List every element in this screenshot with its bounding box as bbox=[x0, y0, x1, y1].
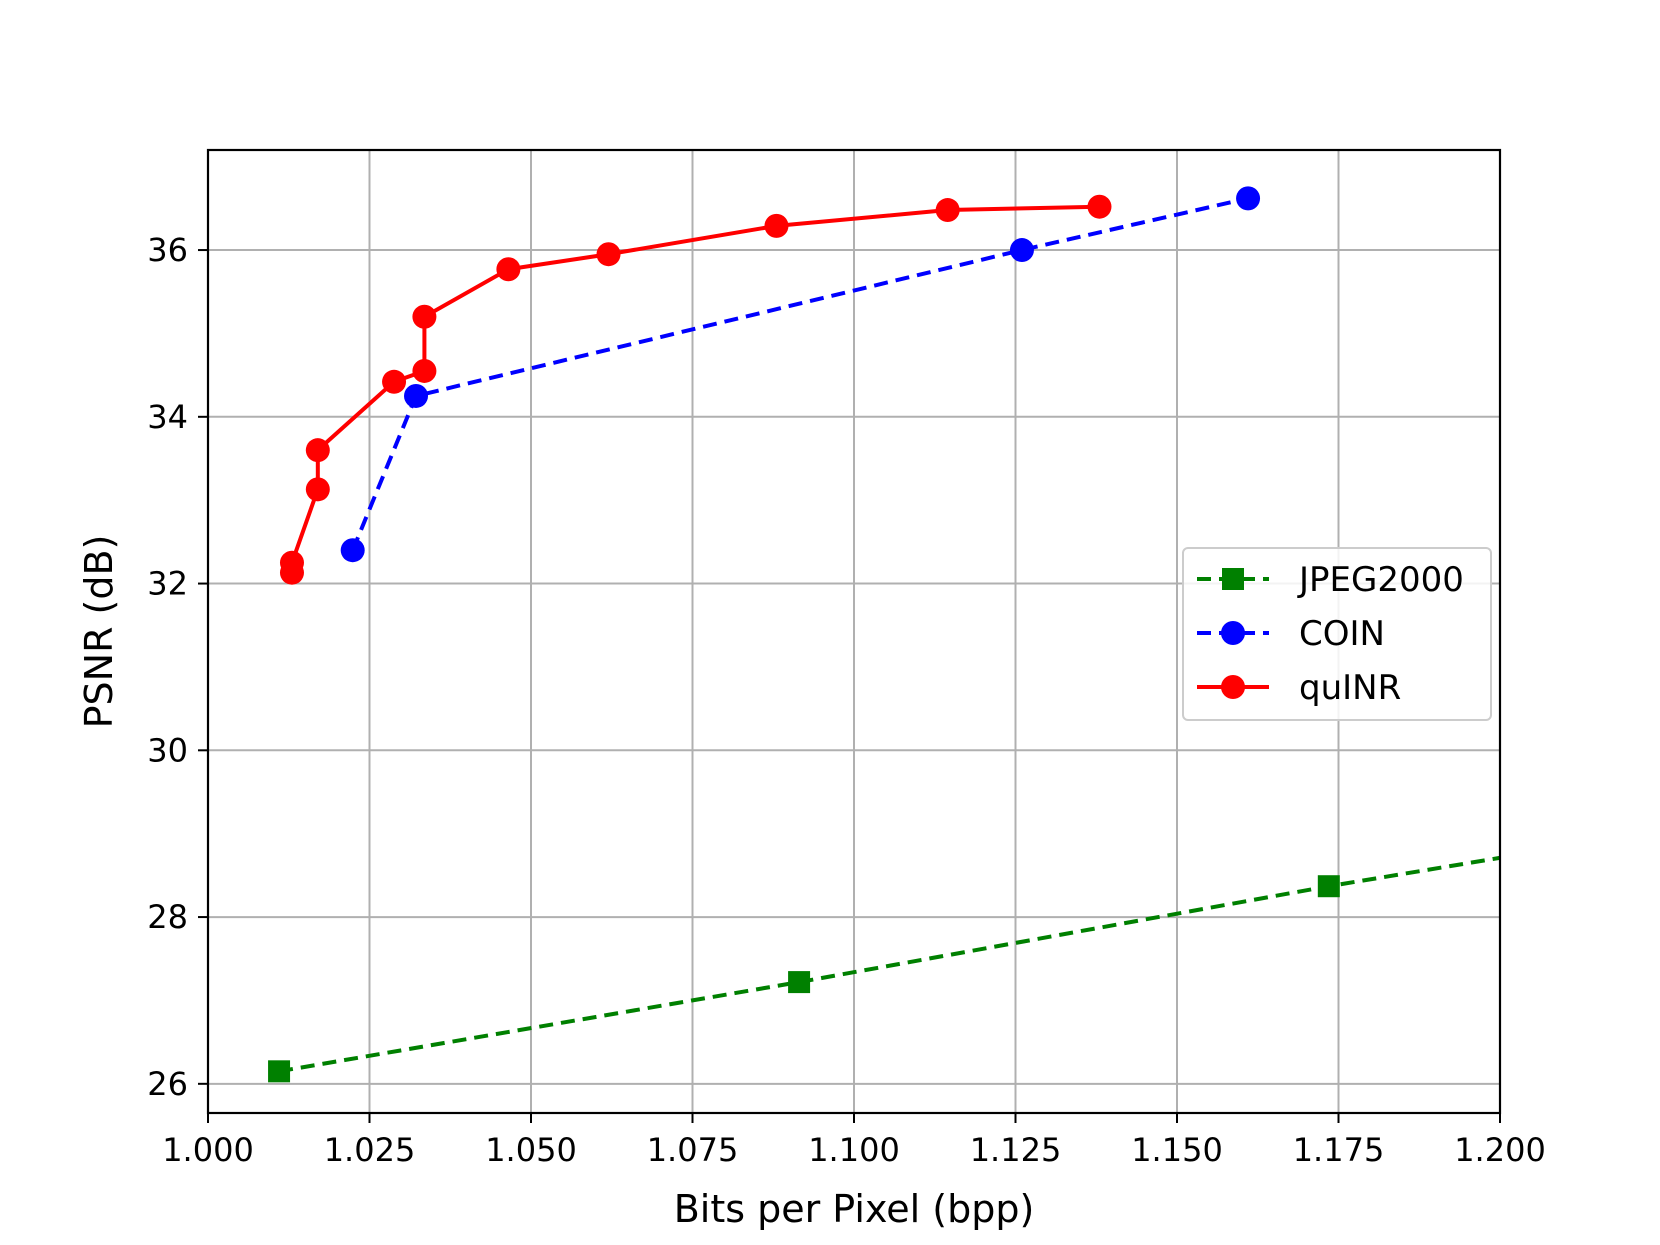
y-tick-label: 28 bbox=[147, 898, 188, 936]
legend-marker-coin bbox=[1221, 621, 1245, 645]
data-point-jpeg2000 bbox=[268, 1060, 291, 1083]
y-axis-label: PSNR (dB) bbox=[77, 535, 121, 729]
data-point-jpeg2000 bbox=[1317, 875, 1340, 898]
data-point-quinr bbox=[305, 477, 330, 502]
x-axis-label: Bits per Pixel (bpp) bbox=[674, 1187, 1035, 1231]
x-tick-label: 1.175 bbox=[1293, 1131, 1385, 1169]
data-point-quinr bbox=[596, 242, 621, 267]
legend-label-coin: COIN bbox=[1299, 614, 1385, 654]
data-point-quinr bbox=[935, 198, 960, 223]
legend: JPEG2000 COIN quINR bbox=[1182, 547, 1492, 721]
data-point-quinr bbox=[496, 257, 521, 282]
data-point-jpeg2000 bbox=[788, 971, 811, 994]
data-point-quinr bbox=[412, 304, 437, 329]
series-jpeg2000 bbox=[268, 855, 1500, 1083]
x-tick-label: 1.100 bbox=[808, 1131, 900, 1169]
axis-ticks: 1.000 1.025 1.050 1.075 1.100 1.125 1.150 1.175… bbox=[147, 231, 1546, 1169]
x-tick-label: 1.200 bbox=[1454, 1131, 1546, 1169]
data-point-quinr bbox=[305, 438, 330, 463]
series-quinr bbox=[279, 194, 1112, 585]
data-point-quinr bbox=[382, 369, 407, 394]
series-line-jpeg2000 bbox=[278, 855, 1500, 1074]
x-tick-label: 1.000 bbox=[162, 1131, 254, 1169]
x-tick-label: 1.050 bbox=[485, 1131, 577, 1169]
data-point-quinr bbox=[1087, 194, 1112, 219]
plot-series bbox=[268, 186, 1500, 1083]
data-point-coin bbox=[1009, 238, 1034, 263]
data-point-coin bbox=[340, 538, 365, 563]
data-point-coin bbox=[1236, 186, 1261, 211]
series-coin bbox=[340, 186, 1261, 563]
data-point-quinr bbox=[764, 213, 789, 238]
series-line-coin bbox=[350, 196, 1249, 551]
legend-item-quinr: quINR bbox=[1197, 668, 1401, 708]
x-tick-label: 1.025 bbox=[324, 1131, 416, 1169]
legend-item-coin: COIN bbox=[1197, 614, 1385, 654]
x-tick-label: 1.150 bbox=[1131, 1131, 1223, 1169]
y-tick-label: 30 bbox=[147, 731, 188, 769]
legend-label-quinr: quINR bbox=[1299, 668, 1401, 708]
data-point-quinr bbox=[412, 358, 437, 383]
legend-marker-quinr bbox=[1221, 675, 1245, 699]
y-tick-label: 26 bbox=[147, 1065, 188, 1103]
y-tick-label: 32 bbox=[147, 565, 188, 603]
y-tick-label: 34 bbox=[147, 398, 188, 436]
y-tick-label: 36 bbox=[147, 231, 188, 269]
legend-item-jpeg2000: JPEG2000 bbox=[1197, 560, 1464, 600]
data-point-quinr bbox=[279, 550, 304, 575]
series-line-quinr bbox=[289, 204, 1100, 573]
data-point-coin bbox=[404, 383, 429, 408]
x-tick-label: 1.075 bbox=[647, 1131, 739, 1169]
legend-box bbox=[1182, 547, 1492, 721]
legend-marker-jpeg2000 bbox=[1222, 568, 1244, 590]
x-tick-label: 1.125 bbox=[970, 1131, 1062, 1169]
legend-label-jpeg2000: JPEG2000 bbox=[1297, 560, 1464, 600]
